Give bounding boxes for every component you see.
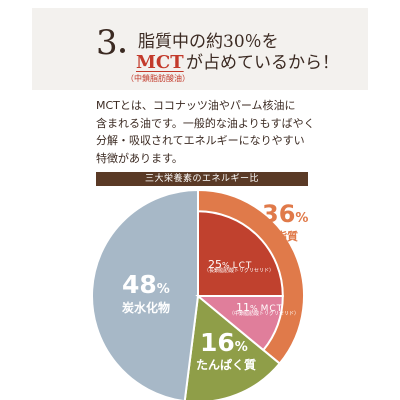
section-number: 3 [96, 23, 118, 63]
fat-name-label: 脂質 [276, 230, 298, 243]
chart-title-banner: 三大栄養素のエネルギー比 [96, 172, 308, 186]
description-line: 含まれる油です。一般的な油よりもすばやく [96, 116, 315, 130]
description-line: 分解・吸収されてエネルギーになりやすい [96, 134, 305, 147]
slice-carbs [91, 188, 199, 400]
slice-mct [195, 295, 284, 352]
description-line: MCTとは、ココナッツ油やパーム核油に [96, 99, 296, 112]
description: MCTとは、ココナッツ油やパーム核油に 含まれる油です。一般的な油よりもすばやく… [96, 97, 326, 167]
protein-name-label: たんぱく質 [196, 358, 257, 372]
fat-percent-label: 36% [262, 200, 309, 228]
carb-name-label: 炭水化物 [122, 301, 171, 315]
title-mct: MCT [136, 52, 184, 73]
title-line-1: 脂質中の約30％を [138, 32, 279, 52]
carb-percent-label: 48% [122, 270, 170, 299]
title-line-2: が占めているから！ [186, 53, 339, 73]
slice-protein [183, 294, 282, 400]
header-panel [32, 8, 368, 90]
mct-note-label: （中鎖脂肪酸トリグリセリド） [229, 311, 300, 317]
slice-lct [197, 210, 284, 297]
protein-percent-label: 16% [200, 328, 248, 357]
section-number-dot [120, 48, 125, 53]
lct-note-label: （長鎖脂肪酸トリグリセリド） [204, 268, 275, 274]
title-note: （中鎖脂肪酸油） [126, 74, 190, 83]
description-line: 特徴があります。 [96, 151, 183, 165]
mct-percent-label: 11% MCT [236, 301, 284, 314]
lct-percent-label: 25% LCT [208, 258, 253, 271]
